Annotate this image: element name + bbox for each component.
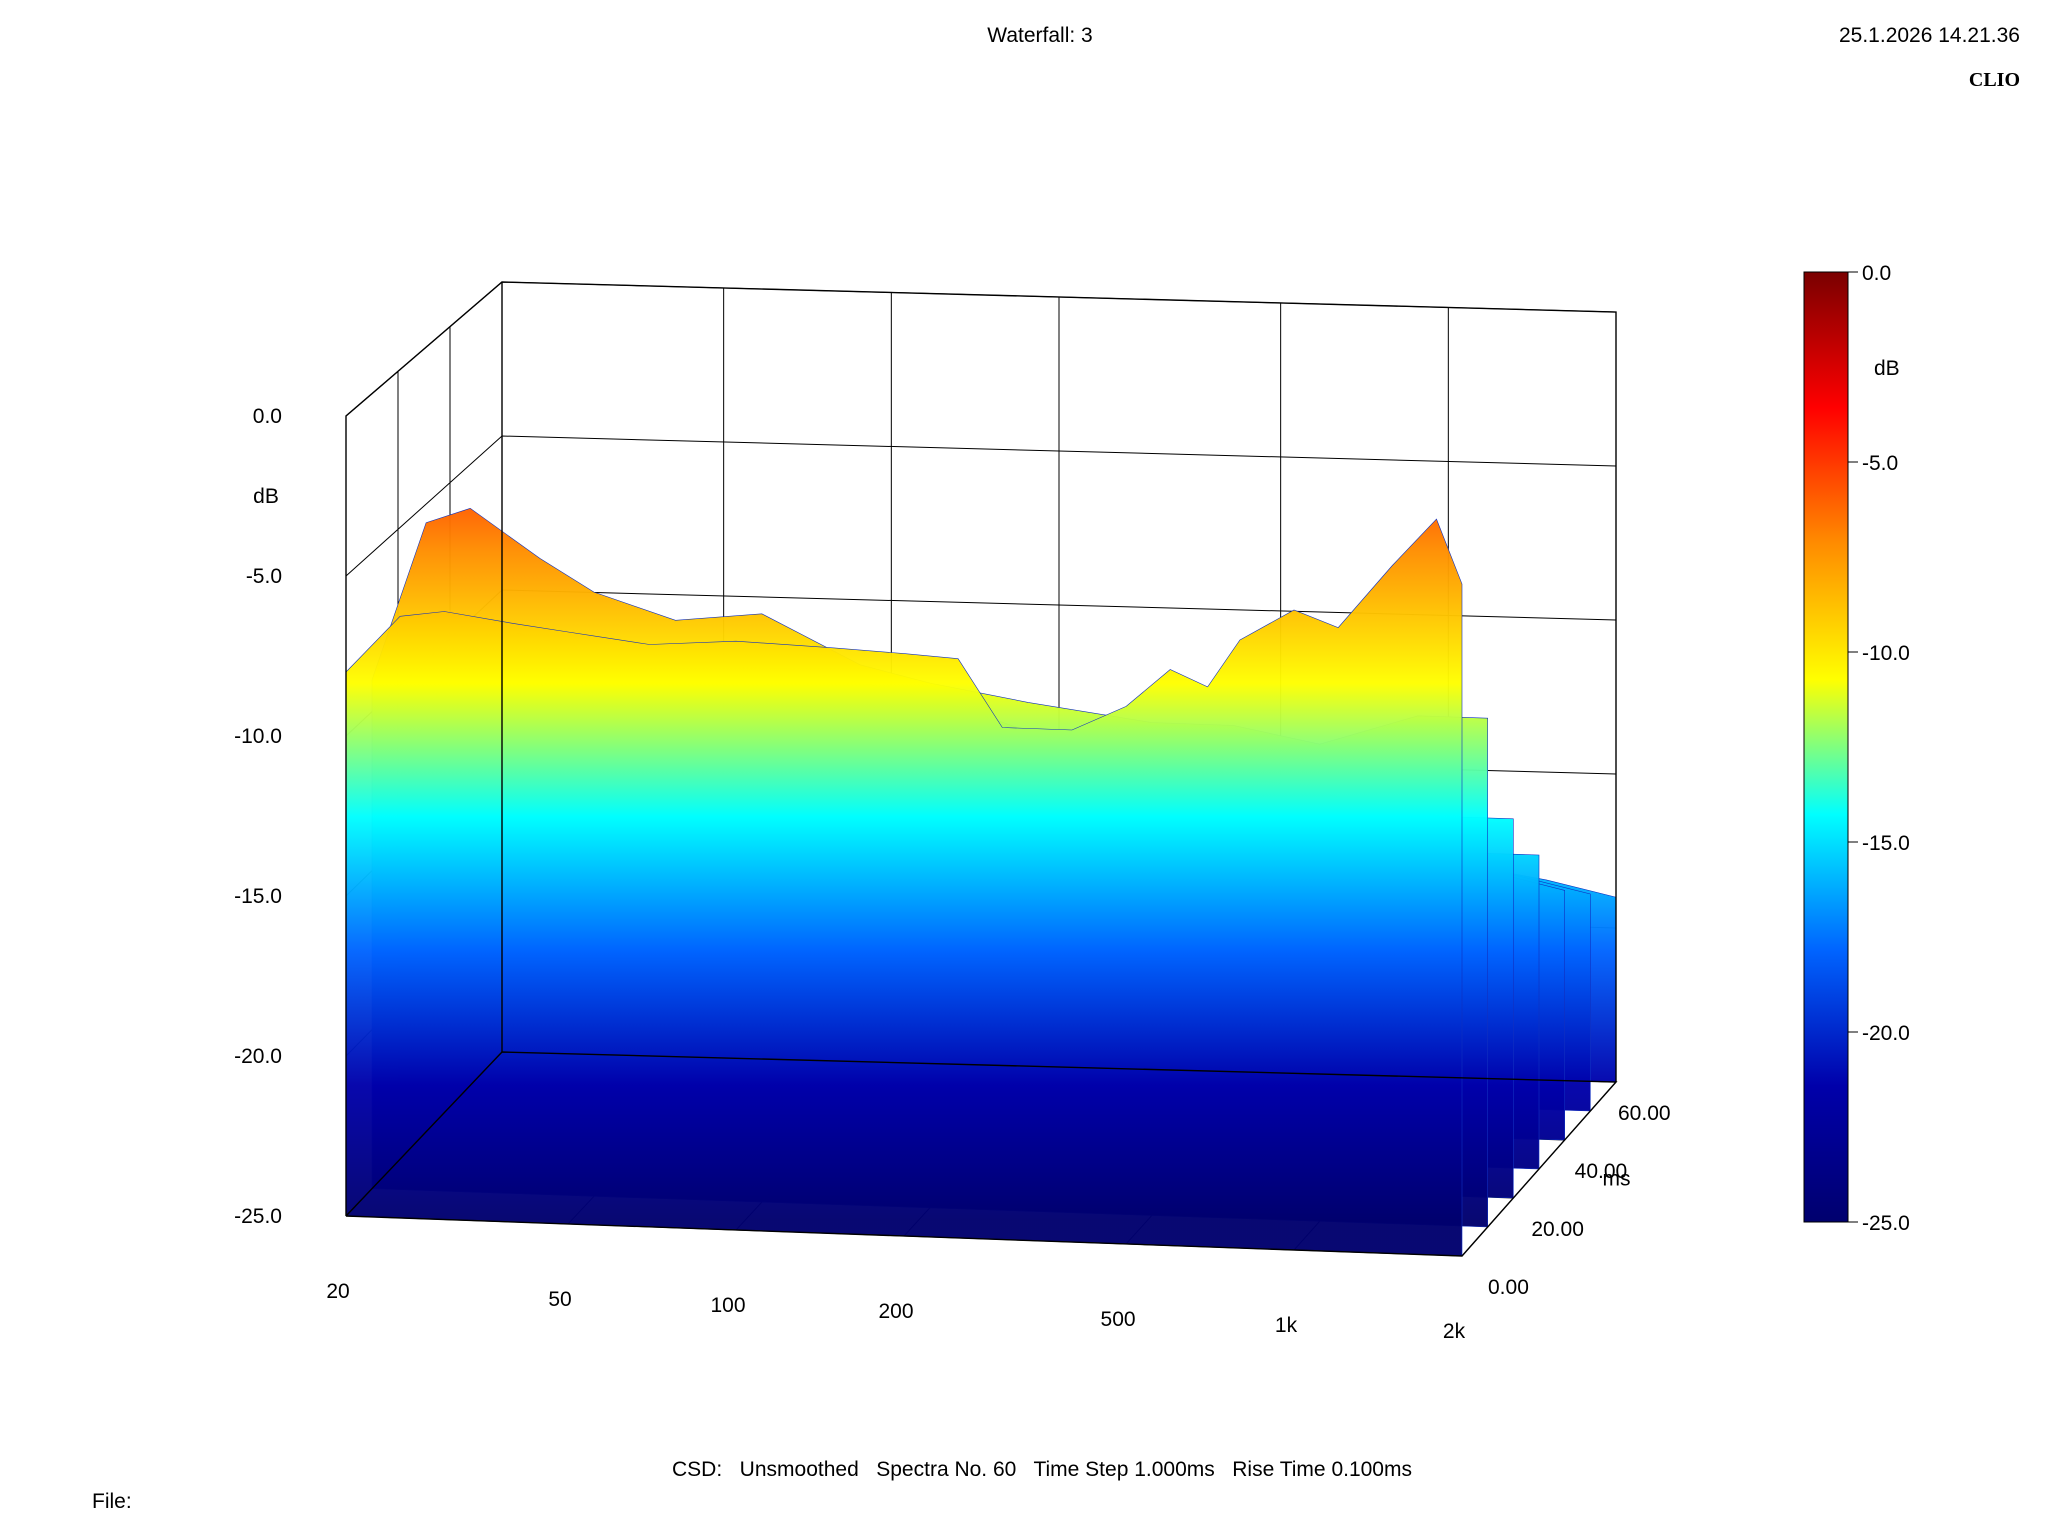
colorbar: 0.0 -5.0 -10.0 -15.0 -20.0 -25.0 dB bbox=[1803, 262, 1910, 1235]
x-tick-label-100: 100 bbox=[711, 1294, 746, 1317]
y-tick-label-0.0: 0.0 bbox=[253, 405, 282, 428]
colorbar-tick-label--15.0: -15.0 bbox=[1862, 832, 1910, 855]
brand-logo: CLIO bbox=[1969, 69, 2020, 91]
timestamp: 25.1.2026 14.21.36 bbox=[1839, 24, 2020, 47]
y-tick-label--25.0: -25.0 bbox=[234, 1205, 282, 1228]
colorbar-tick-label-0.0: 0.0 bbox=[1862, 262, 1891, 285]
file-label: File: bbox=[92, 1490, 132, 1513]
colorbar-tick-label--25.0: -25.0 bbox=[1862, 1212, 1910, 1235]
colorbar-unit: dB bbox=[1874, 357, 1900, 380]
colorbar-tick-label--10.0: -10.0 bbox=[1862, 642, 1910, 665]
chart-title: Waterfall: 3 bbox=[987, 24, 1092, 47]
csd-info: CSD: Unsmoothed Spectra No. 60 Time Step… bbox=[672, 1458, 1412, 1481]
axis-labels: 20 50 100 200 500 1k 2k 0.00 20.00 40.00 60.00 ms 0.… bbox=[234, 405, 1670, 1343]
x-tick-label-500: 500 bbox=[1101, 1308, 1136, 1331]
waterfall-slices bbox=[345, 507, 1617, 1257]
x-tick-label-1k: 1k bbox=[1275, 1314, 1298, 1337]
x-tick-label-20: 20 bbox=[326, 1280, 349, 1303]
colorbar-gradient bbox=[1803, 271, 1849, 1223]
z-tick-label-60.00: 60.00 bbox=[1618, 1102, 1671, 1125]
x-tick-label-50: 50 bbox=[548, 1288, 571, 1311]
spectrum-slice-0ms bbox=[345, 518, 1463, 1257]
colorbar-tick-label--5.0: -5.0 bbox=[1862, 452, 1898, 475]
y-tick-label--10.0: -10.0 bbox=[234, 725, 282, 748]
x-tick-label-200: 200 bbox=[878, 1300, 913, 1323]
y-tick-label--5.0: -5.0 bbox=[246, 565, 282, 588]
y-tick-label--20.0: -20.0 bbox=[234, 1045, 282, 1068]
z-axis-unit: ms bbox=[1603, 1168, 1631, 1191]
colorbar-tick-label--20.0: -20.0 bbox=[1862, 1022, 1910, 1045]
wall-grid-db-0.0 bbox=[345, 281, 1617, 417]
z-tick-label-20.00: 20.00 bbox=[1531, 1218, 1584, 1241]
y-tick-label--15.0: -15.0 bbox=[234, 885, 282, 908]
z-tick-label-40.00: 40.00 bbox=[1575, 1160, 1628, 1183]
y-axis-unit: dB bbox=[253, 485, 279, 508]
x-tick-label-2k: 2k bbox=[1443, 1320, 1466, 1343]
axis-frame bbox=[345, 281, 1618, 1257]
z-tick-label-0.00: 0.00 bbox=[1488, 1276, 1529, 1299]
